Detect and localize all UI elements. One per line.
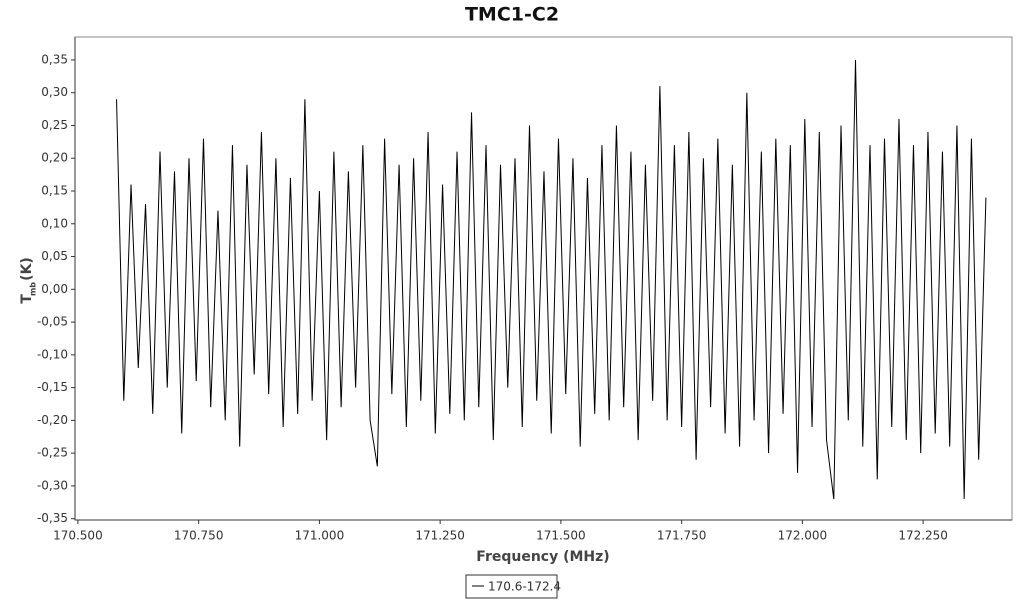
x-tick-label: 171.250 [415, 529, 465, 543]
x-tick-label: 172.250 [898, 529, 948, 543]
y-label-sub: mb [29, 282, 38, 296]
y-tick-label: 0,00 [41, 282, 68, 296]
y-label-main: T [19, 294, 35, 304]
y-axis-label: T mb (K) [19, 257, 38, 304]
y-tick-label: 0,15 [41, 184, 68, 198]
x-tick-label: 171.500 [536, 529, 586, 543]
y-tick-label: 0,05 [41, 249, 68, 263]
y-tick-label: -0,35 [37, 511, 68, 525]
y-tick-label: -0,20 [37, 413, 68, 427]
y-tick-label: 0,35 [41, 52, 68, 66]
y-tick-label: -0,10 [37, 347, 68, 361]
x-tick-label: 170.500 [53, 529, 103, 543]
y-tick-label: 0,30 [41, 85, 68, 99]
x-axis-label: Frequency (MHz) [476, 549, 609, 565]
x-tick-label: 171.750 [657, 529, 707, 543]
y-tick-label: -0,25 [37, 446, 68, 460]
y-tick-label: 0,20 [41, 151, 68, 165]
legend-box [465, 574, 558, 599]
series-line [116, 59, 987, 500]
y-tick-label: -0,30 [37, 478, 68, 492]
y-tick-label: 0,10 [41, 216, 68, 230]
x-tick-label: 171.000 [295, 529, 345, 543]
x-tick-label: 170.750 [174, 529, 224, 543]
y-tick-label: 0,25 [41, 118, 68, 132]
legend-label: 170.6-172.4 [488, 580, 561, 594]
x-tick-label: 172.000 [778, 529, 828, 543]
y-label-unit: (K) [19, 257, 35, 281]
y-tick-label: -0,15 [37, 380, 68, 394]
chart-title: TMC1-C2 [465, 4, 559, 26]
y-tick-label: -0,05 [37, 315, 68, 329]
